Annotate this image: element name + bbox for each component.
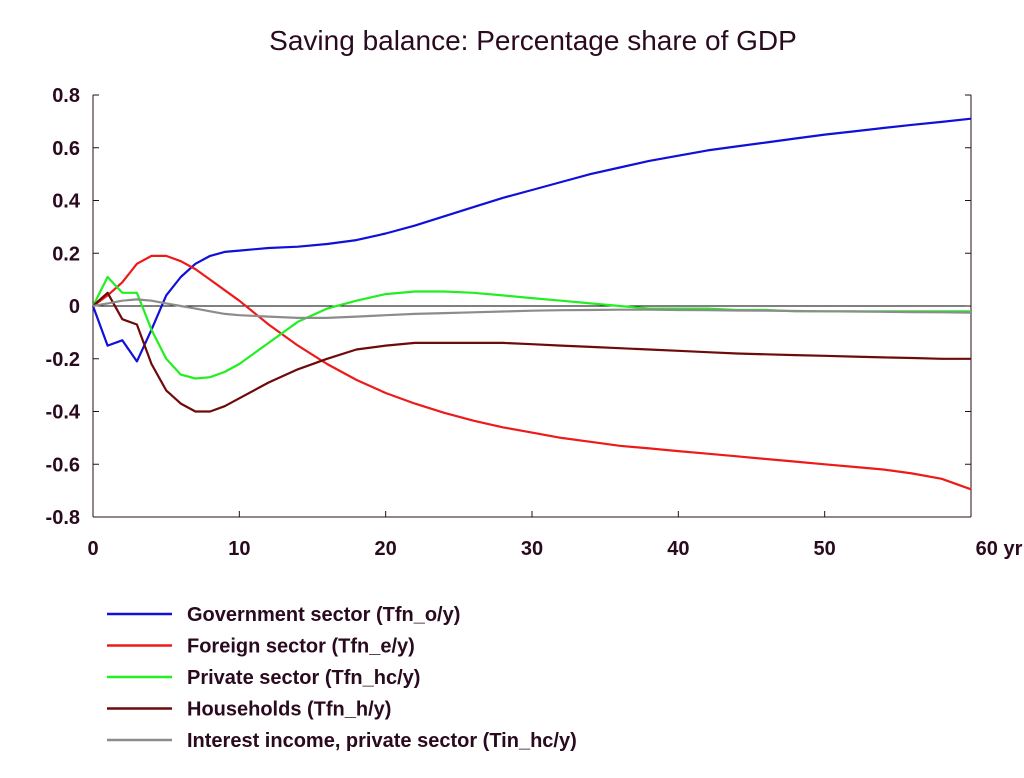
axes: 0.8 0.6 0.4 0.2 0 -0.2 -0.4 -0.6 -0.8 0 10 20 30 40 50… (46, 85, 1023, 560)
y-tick-label: -0.2 (46, 349, 80, 371)
y-tick-label: -0.4 (46, 402, 81, 424)
x-tick-label: 60 yr (976, 538, 1023, 560)
legend-label-2: Foreign sector (Tfn_e/y) (187, 636, 415, 658)
x-tick-label: 30 (521, 538, 543, 560)
series-line-3 (92, 275, 971, 380)
x-tick-label: 20 (375, 538, 397, 560)
chart-title: Saving balance: Percentage share of GDP (269, 25, 797, 56)
y-tick-label: 0.6 (52, 138, 80, 160)
y-tick-label: 0 (69, 296, 80, 318)
series-line-4 (92, 291, 971, 413)
x-tick-label: 10 (228, 538, 250, 560)
legend-label-1: Government sector (Tfn_o/y) (187, 604, 460, 626)
y-tick-label: -0.6 (46, 454, 80, 476)
legend-label-4: Households (Tfn_h/y) (187, 699, 391, 721)
series-lines (91, 117, 972, 491)
series-line-1 (91, 117, 972, 363)
legend-label-3: Private sector (Tfn_hc/y) (187, 667, 420, 689)
legend: Government sector (Tfn_o/y) Foreign secto… (107, 604, 577, 752)
legend-label-5: Interest income, private sector (Tin_hc/… (187, 730, 577, 752)
y-tick-label: 0.8 (52, 85, 80, 107)
series-line-2 (92, 254, 972, 491)
series-line-5 (92, 298, 972, 319)
x-tick-label: 40 (667, 538, 689, 560)
y-tick-label: -0.8 (46, 507, 80, 529)
y-tick-label: 0.2 (52, 243, 80, 265)
x-tick-label: 0 (87, 538, 98, 560)
x-tick-label: 50 (814, 538, 836, 560)
y-tick-label: 0.4 (52, 191, 81, 213)
